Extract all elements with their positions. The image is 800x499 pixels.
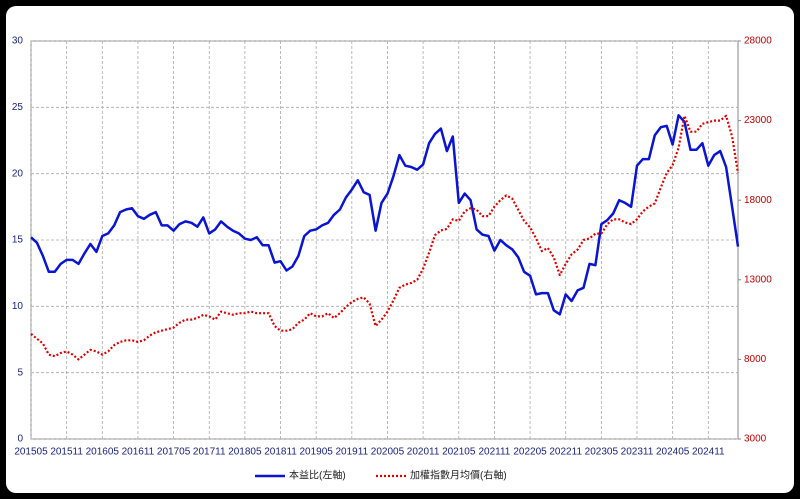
y2-tick-label: 18000	[744, 195, 772, 206]
y-tick-label: 5	[17, 367, 23, 378]
x-tick-label: 201905	[299, 447, 333, 458]
x-tick-label: 202411	[692, 447, 725, 458]
x-tick-label: 201911	[336, 447, 369, 458]
panel	[6, 6, 794, 493]
y2-tick-label: 8000	[744, 354, 767, 365]
y2-tick-label: 28000	[744, 36, 772, 47]
legend-label: 加權指數月均價(右軸)	[410, 469, 507, 482]
y-tick-label: 20	[12, 168, 24, 179]
legend-label: 本益比(左軸)	[289, 469, 346, 482]
x-tick-label: 202405	[656, 447, 690, 458]
y2-tick-label: 23000	[744, 115, 772, 126]
y2-tick-label: 13000	[744, 274, 772, 285]
y-tick-label: 30	[12, 36, 24, 47]
x-tick-label: 202211	[549, 447, 582, 458]
y-tick-label: 15	[12, 235, 24, 246]
x-tick-label: 202311	[621, 447, 654, 458]
x-tick-label: 202011	[407, 447, 440, 458]
x-tick-label: 201511	[50, 447, 83, 458]
series-line	[30, 114, 740, 316]
x-tick-label: 201805	[228, 447, 262, 458]
y-tick-label: 10	[12, 301, 24, 312]
x-tick-label: 201811	[264, 447, 297, 458]
x-tick-label: 202111	[478, 447, 510, 458]
x-tick-label: 201505	[14, 447, 48, 458]
x-tick-label: 202105	[442, 447, 476, 458]
x-tick-label: 201605	[86, 447, 120, 458]
x-tick-label: 202305	[585, 447, 619, 458]
x-tick-label: 201611	[122, 447, 155, 458]
x-tick-label: 201705	[157, 447, 191, 458]
x-tick-label: 202005	[371, 447, 405, 458]
x-tick-label: 202205	[513, 447, 547, 458]
y-tick-label: 0	[17, 434, 23, 445]
x-tick-label: 201711	[193, 447, 226, 458]
y-tick-label: 25	[12, 102, 24, 113]
series-line	[30, 114, 740, 361]
y2-tick-label: 3000	[744, 434, 767, 445]
